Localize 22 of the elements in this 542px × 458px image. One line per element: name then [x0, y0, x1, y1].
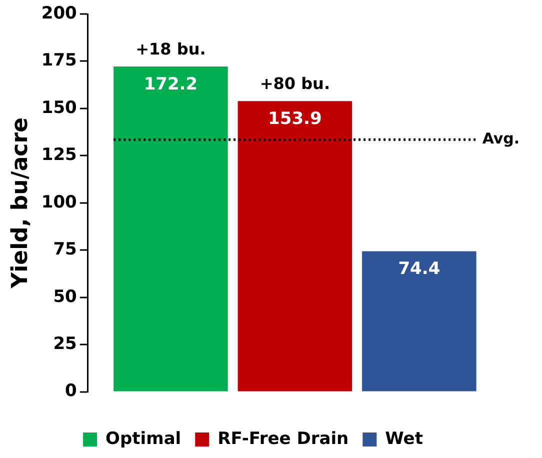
bar — [238, 101, 352, 392]
y-tick-label: 50 — [53, 286, 78, 307]
y-tick-label: 25 — [53, 334, 77, 354]
data-label: 74.4 — [398, 259, 440, 280]
y-tick-label: 200 — [41, 3, 78, 24]
data-label: 153.9 — [268, 109, 322, 130]
annotation: +18 bu. — [136, 40, 206, 59]
legend-label: Optimal — [106, 428, 182, 449]
legend-label: RF-Free Drain — [218, 428, 349, 449]
ref-line-label: Avg. — [482, 130, 520, 148]
bar — [362, 251, 476, 392]
y-tick-label: 100 — [41, 192, 78, 212]
y-tick-label: 175 — [41, 50, 77, 71]
annotation: +80 bu. — [260, 74, 330, 94]
legend-label: Wet — [385, 428, 423, 449]
bar — [114, 66, 228, 392]
data-label: 172.2 — [144, 74, 198, 94]
y-tick-label: 150 — [41, 98, 78, 118]
y-tick-label: 75 — [53, 240, 77, 260]
y-tick-label: 0 — [65, 381, 78, 402]
y-axis-title: Yield, bu/acre — [8, 117, 33, 290]
y-tick-label: 125 — [41, 145, 77, 166]
